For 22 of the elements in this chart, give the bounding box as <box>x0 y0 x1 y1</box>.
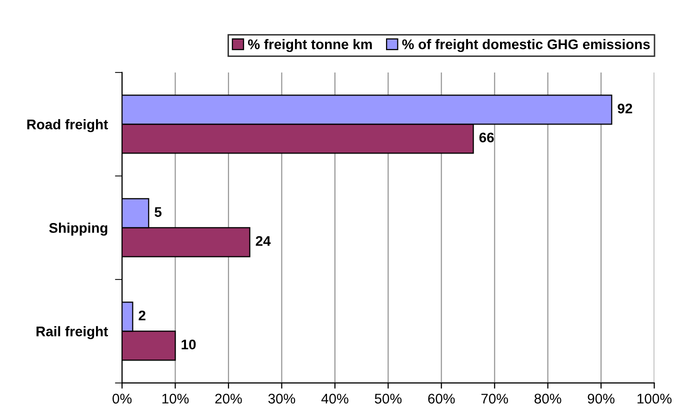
data-label: 5 <box>154 207 162 217</box>
data-label: 66 <box>479 132 494 142</box>
x-tick-label: 80% <box>534 394 562 404</box>
y-tick-label: Shipping <box>49 222 108 236</box>
data-label: 24 <box>256 236 271 246</box>
data-label: 2 <box>138 310 146 320</box>
y-tick-label: Rail freight <box>36 326 108 340</box>
legend-label: % of freight domestic GHG emissions <box>402 39 650 52</box>
x-tick-label: 0% <box>112 394 132 404</box>
x-tick-label: 100% <box>638 394 672 404</box>
legend-label: % freight tonne km <box>248 39 372 52</box>
x-tick-label: 40% <box>321 394 348 404</box>
x-tick-label: 20% <box>215 394 242 404</box>
x-tick-label: 30% <box>268 394 296 404</box>
x-tick-label: 50% <box>374 394 402 404</box>
x-tick-label: 90% <box>588 394 614 404</box>
x-tick-label: 70% <box>481 394 508 404</box>
y-tick-label: Road freight <box>27 119 108 132</box>
data-label: 10 <box>182 340 196 350</box>
x-tick-label: 10% <box>162 394 189 404</box>
data-label: 92 <box>618 104 632 114</box>
x-tick-label: 60% <box>428 394 455 404</box>
